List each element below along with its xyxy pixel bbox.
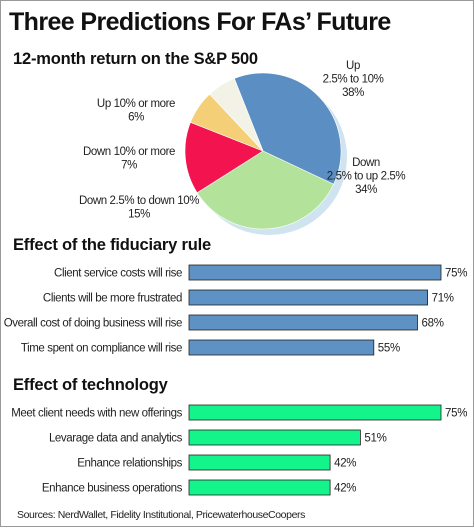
pie-slice-label: Down 10% or more 7% [83, 146, 175, 172]
pie-slice-label: Up 10% or more 6% [97, 98, 175, 124]
bar-value-label: 42% [334, 458, 356, 470]
bar [188, 264, 442, 281]
bar-category-label: Clients will be more frustrated [43, 293, 182, 305]
bar-category-label: Meet client needs with new offerings [11, 408, 182, 420]
source-note: Sources: NerdWallet, Fidelity Institutio… [17, 509, 305, 521]
bar-value-label: 71% [432, 293, 454, 305]
pie-slice-label-line: 7% [121, 160, 137, 172]
bar [188, 404, 442, 421]
fiduciary-bar-chart: Client service costs will rise 75% Clients… [4, 264, 467, 356]
pie-slice [184, 121, 264, 194]
technology-chart-title: Effect of technology [13, 376, 169, 394]
pie-chart: Up 2.5% to 10% 38%Down 2.5% to up 2.5% 34%Do… [79, 60, 406, 235]
bar-value-label: 51% [364, 433, 386, 445]
pie-slice-label-line: 38% [342, 87, 364, 99]
pie-slice-label-line: Up 10% or more [97, 98, 175, 110]
pie-slice-label-line: 2.5% to up 2.5% [327, 171, 406, 183]
bar-value-label: 75% [445, 268, 467, 280]
bar [188, 479, 331, 496]
bar-value-label: 75% [445, 408, 467, 420]
pie-slice-label-line: 34% [355, 184, 377, 196]
bar [188, 429, 361, 446]
pie-slice-label: Up 2.5% to 10% 38% [323, 60, 384, 99]
bar-category-label: Enhance business operations [42, 483, 183, 495]
fiduciary-chart-title: Effect of the fiduciary rule [13, 236, 211, 254]
pie-slice [233, 72, 342, 185]
bar [188, 454, 331, 471]
pie-slice-label: Down 2.5% to down 10% 15% [79, 195, 199, 221]
bar-value-label: 55% [378, 343, 400, 355]
bar [188, 289, 429, 306]
pie-slice-label-line: 15% [128, 209, 150, 221]
bar-value-label: 68% [422, 318, 444, 330]
pie-slice-label: Down 2.5% to up 2.5% 34% [327, 157, 406, 196]
pie-chart-title: 12-month return on the S&P 500 [13, 50, 258, 68]
pie-slice [209, 78, 264, 152]
bar-category-label: Time spent on compliance will rise [21, 343, 182, 355]
main-title: Three Predictions For FAs’ Future [9, 8, 391, 36]
bar-category-label: Overall cost of doing business will rise [4, 318, 182, 330]
bar [188, 339, 375, 356]
technology-bar-chart: Meet client needs with new offerings 75% L… [11, 404, 467, 496]
pie-slice-label-line: Up [346, 60, 360, 72]
bar-category-label: Client service costs will rise [54, 268, 182, 280]
bar-category-label: Levarage data and analytics [49, 433, 183, 445]
pie-slice-label-line: Down 2.5% to down 10% [79, 195, 199, 207]
bar [188, 314, 418, 331]
pie-slice-label-line: Down 10% or more [83, 146, 175, 158]
pie-slice [196, 150, 334, 230]
bar-category-label: Enhance relationships [77, 458, 182, 470]
pie-slice-label-line: Down [352, 157, 380, 169]
pie-slice-label-line: 2.5% to 10% [323, 74, 384, 86]
bar-value-label: 42% [334, 483, 356, 495]
pie-slice-label-line: 6% [128, 112, 144, 124]
